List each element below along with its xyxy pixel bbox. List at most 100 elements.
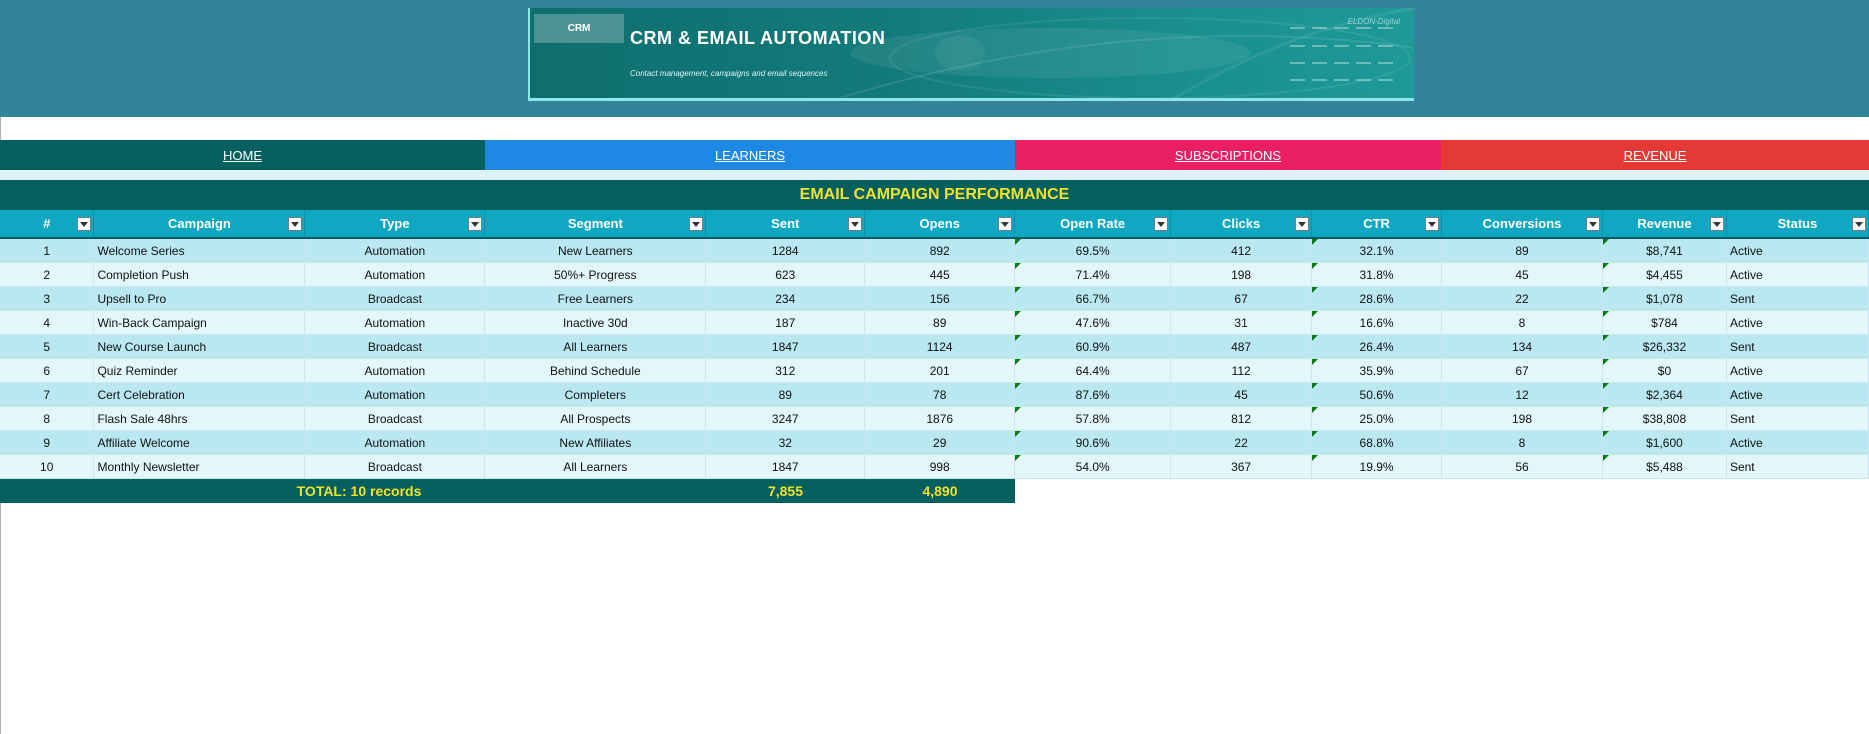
cell-num[interactable]: 4 xyxy=(0,310,95,335)
cell-num[interactable]: 1 xyxy=(0,238,95,263)
cell-segment[interactable]: Inactive 30d xyxy=(484,310,707,335)
cell-open-rate[interactable]: 54.0% xyxy=(1014,454,1172,479)
cell-status[interactable]: Sent xyxy=(1726,406,1869,431)
filter-dropdown-icon[interactable] xyxy=(468,217,483,231)
cell-conversions[interactable]: 134 xyxy=(1441,334,1603,359)
nav-learners-link[interactable]: LEARNERS xyxy=(714,147,786,163)
cell-sent[interactable]: 1284 xyxy=(705,238,866,263)
cell-num[interactable]: 6 xyxy=(0,358,95,383)
cell-opens[interactable]: 445 xyxy=(864,262,1016,287)
cell-segment[interactable]: Free Learners xyxy=(484,286,707,311)
cell-open-rate[interactable]: 64.4% xyxy=(1014,358,1172,383)
cell-conversions[interactable]: 89 xyxy=(1441,238,1603,263)
cell-sent[interactable]: 3247 xyxy=(705,406,866,431)
filter-dropdown-icon[interactable] xyxy=(998,217,1013,231)
cell-status[interactable]: Active xyxy=(1726,358,1869,383)
cell-revenue[interactable]: $5,488 xyxy=(1602,454,1727,479)
cell-clicks[interactable]: 31 xyxy=(1170,310,1313,335)
cell-num[interactable]: 3 xyxy=(0,286,95,311)
cell-conversions[interactable]: 67 xyxy=(1441,358,1603,383)
cell-clicks[interactable]: 198 xyxy=(1170,262,1313,287)
cell-sent[interactable]: 187 xyxy=(705,310,866,335)
cell-opens[interactable]: 998 xyxy=(864,454,1016,479)
cell-ctr[interactable]: 31.8% xyxy=(1311,262,1443,287)
cell-clicks[interactable]: 67 xyxy=(1170,286,1313,311)
cell-revenue[interactable]: $2,364 xyxy=(1602,382,1727,407)
cell-clicks[interactable]: 412 xyxy=(1170,238,1313,263)
cell-conversions[interactable]: 12 xyxy=(1441,382,1603,407)
cell-type[interactable]: Automation xyxy=(304,430,486,455)
cell-opens[interactable]: 892 xyxy=(864,238,1016,263)
cell-campaign[interactable]: Affiliate Welcome xyxy=(93,430,306,455)
filter-dropdown-icon[interactable] xyxy=(689,217,704,231)
cell-open-rate[interactable]: 60.9% xyxy=(1014,334,1172,359)
cell-open-rate[interactable]: 47.6% xyxy=(1014,310,1172,335)
cell-sent[interactable]: 1847 xyxy=(705,334,866,359)
cell-segment[interactable]: 50%+ Progress xyxy=(484,262,707,287)
cell-revenue[interactable]: $8,741 xyxy=(1602,238,1727,263)
cell-conversions[interactable]: 8 xyxy=(1441,430,1603,455)
cell-revenue[interactable]: $4,455 xyxy=(1602,262,1727,287)
cell-segment[interactable]: New Learners xyxy=(484,238,707,263)
filter-dropdown-icon[interactable] xyxy=(848,217,863,231)
cell-type[interactable]: Automation xyxy=(304,358,486,383)
nav-learners[interactable]: LEARNERS xyxy=(485,140,1015,170)
cell-revenue[interactable]: $38,808 xyxy=(1602,406,1727,431)
cell-campaign[interactable]: Cert Celebration xyxy=(93,382,306,407)
cell-ctr[interactable]: 26.4% xyxy=(1311,334,1443,359)
cell-status[interactable]: Active xyxy=(1726,382,1869,407)
cell-revenue[interactable]: $784 xyxy=(1602,310,1727,335)
cell-type[interactable]: Automation xyxy=(304,238,486,263)
cell-open-rate[interactable]: 90.6% xyxy=(1014,430,1172,455)
cell-type[interactable]: Broadcast xyxy=(304,334,486,359)
filter-dropdown-icon[interactable] xyxy=(1709,217,1724,231)
cell-type[interactable]: Broadcast xyxy=(304,454,486,479)
cell-segment[interactable]: All Learners xyxy=(484,454,707,479)
cell-revenue[interactable]: $26,332 xyxy=(1602,334,1727,359)
cell-opens[interactable]: 78 xyxy=(864,382,1016,407)
cell-status[interactable]: Sent xyxy=(1726,286,1869,311)
nav-home[interactable]: HOME xyxy=(0,140,485,170)
cell-segment[interactable]: Completers xyxy=(484,382,707,407)
cell-type[interactable]: Automation xyxy=(304,310,486,335)
cell-revenue[interactable]: $0 xyxy=(1602,358,1727,383)
cell-campaign[interactable]: Upsell to Pro xyxy=(93,286,306,311)
filter-dropdown-icon[interactable] xyxy=(77,217,92,231)
nav-subscriptions[interactable]: SUBSCRIPTIONS xyxy=(1015,140,1441,170)
cell-open-rate[interactable]: 71.4% xyxy=(1014,262,1172,287)
filter-dropdown-icon[interactable] xyxy=(1425,217,1440,231)
cell-sent[interactable]: 32 xyxy=(705,430,866,455)
cell-type[interactable]: Automation xyxy=(304,262,486,287)
cell-opens[interactable]: 1876 xyxy=(864,406,1016,431)
cell-status[interactable]: Active xyxy=(1726,238,1869,263)
cell-revenue[interactable]: $1,078 xyxy=(1602,286,1727,311)
cell-status[interactable]: Active xyxy=(1726,310,1869,335)
cell-conversions[interactable]: 198 xyxy=(1441,406,1603,431)
cell-segment[interactable]: Behind Schedule xyxy=(484,358,707,383)
cell-open-rate[interactable]: 87.6% xyxy=(1014,382,1172,407)
cell-sent[interactable]: 623 xyxy=(705,262,866,287)
cell-status[interactable]: Active xyxy=(1726,262,1869,287)
cell-clicks[interactable]: 45 xyxy=(1170,382,1313,407)
nav-revenue[interactable]: REVENUE xyxy=(1441,140,1869,170)
cell-open-rate[interactable]: 66.7% xyxy=(1014,286,1172,311)
cell-num[interactable]: 10 xyxy=(0,454,95,479)
cell-clicks[interactable]: 367 xyxy=(1170,454,1313,479)
cell-open-rate[interactable]: 57.8% xyxy=(1014,406,1172,431)
cell-segment[interactable]: New Affiliates xyxy=(484,430,707,455)
cell-status[interactable]: Sent xyxy=(1726,334,1869,359)
cell-num[interactable]: 9 xyxy=(0,430,95,455)
cell-type[interactable]: Broadcast xyxy=(304,406,486,431)
cell-conversions[interactable]: 56 xyxy=(1441,454,1603,479)
cell-ctr[interactable]: 19.9% xyxy=(1311,454,1443,479)
cell-ctr[interactable]: 25.0% xyxy=(1311,406,1443,431)
cell-conversions[interactable]: 22 xyxy=(1441,286,1603,311)
cell-clicks[interactable]: 812 xyxy=(1170,406,1313,431)
cell-num[interactable]: 2 xyxy=(0,262,95,287)
nav-home-link[interactable]: HOME xyxy=(223,147,262,163)
cell-campaign[interactable]: Flash Sale 48hrs xyxy=(93,406,306,431)
nav-revenue-link[interactable]: REVENUE xyxy=(1623,147,1687,163)
cell-clicks[interactable]: 22 xyxy=(1170,430,1313,455)
cell-open-rate[interactable]: 69.5% xyxy=(1014,238,1172,263)
cell-campaign[interactable]: Quiz Reminder xyxy=(93,358,306,383)
